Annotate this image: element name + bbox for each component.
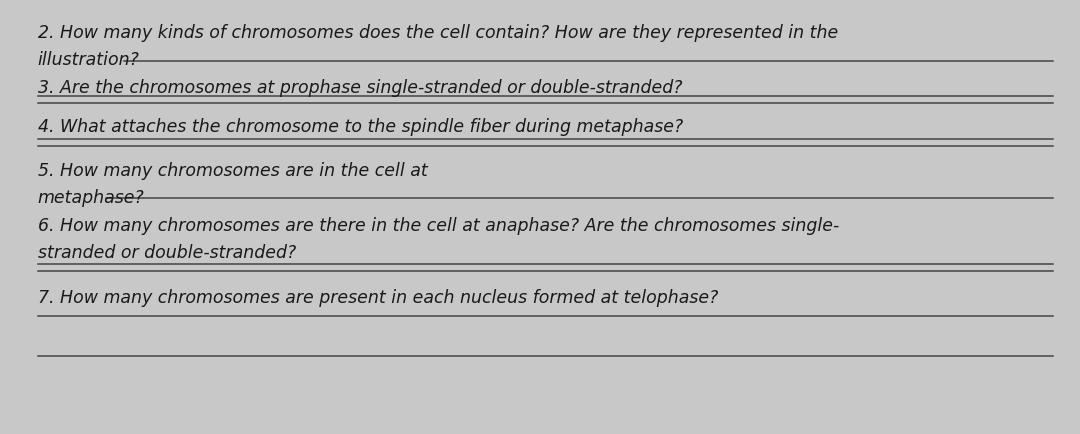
Text: 6. How many chromosomes are there in the cell at anaphase? Are the chromosomes s: 6. How many chromosomes are there in the… (38, 216, 839, 234)
Text: illustration?: illustration? (38, 51, 139, 69)
Text: 5. How many chromosomes are in the cell at: 5. How many chromosomes are in the cell … (38, 161, 428, 179)
Text: 2. How many kinds of chromosomes does the cell contain? How are they represented: 2. How many kinds of chromosomes does th… (38, 24, 838, 42)
Text: 7. How many chromosomes are present in each nucleus formed at telophase?: 7. How many chromosomes are present in e… (38, 289, 718, 306)
Text: 4. What attaches the chromosome to the spindle fiber during metaphase?: 4. What attaches the chromosome to the s… (38, 118, 683, 136)
Text: 3. Are the chromosomes at prophase single-stranded or double-stranded?: 3. Are the chromosomes at prophase singl… (38, 79, 683, 97)
Text: stranded or double-stranded?: stranded or double-stranded? (38, 243, 296, 261)
Text: metaphase?: metaphase? (38, 189, 145, 207)
